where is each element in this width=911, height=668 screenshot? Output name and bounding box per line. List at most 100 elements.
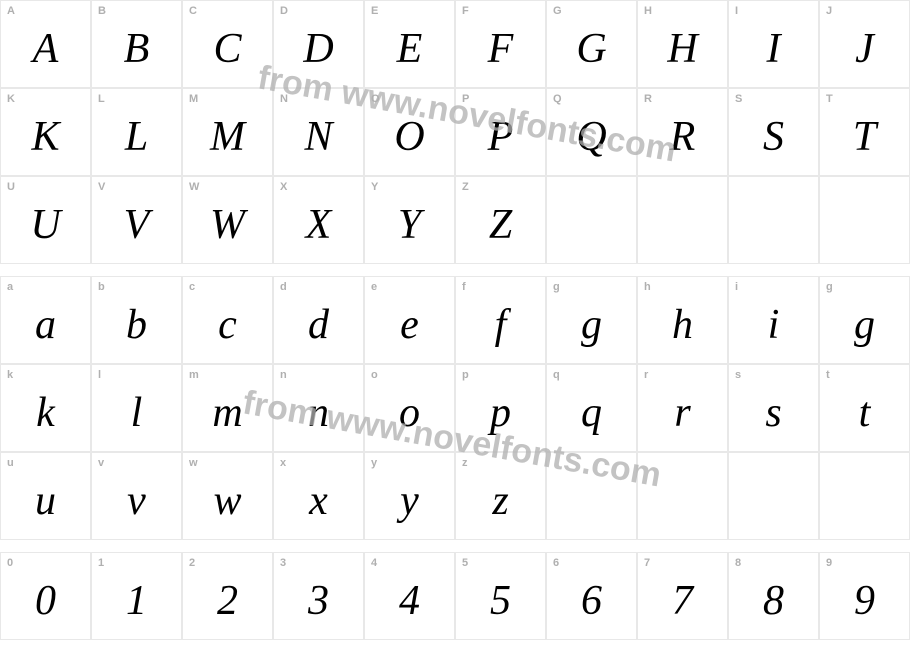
cell-glyph: q <box>581 389 602 437</box>
glyph-cell: rr <box>637 364 728 452</box>
glyph-cell: FF <box>455 0 546 88</box>
glyph-cell: oo <box>364 364 455 452</box>
cell-label: e <box>371 281 377 293</box>
glyph-cell <box>546 176 637 264</box>
grid-section-uppercase: AABBCCDDEEFFGGHHIIJJKKLLMMNNOOPPQQRRSSTT… <box>0 0 911 264</box>
glyph-cell: YY <box>364 176 455 264</box>
cell-label: 8 <box>735 557 741 569</box>
cell-label: f <box>462 281 466 293</box>
glyph-cell: vv <box>91 452 182 540</box>
cell-glyph: B <box>124 25 150 73</box>
cell-label: K <box>7 93 15 105</box>
cell-label: S <box>735 93 742 105</box>
glyph-cell: mm <box>182 364 273 452</box>
cell-label: o <box>371 369 378 381</box>
glyph-cell <box>546 452 637 540</box>
cell-label: 7 <box>644 557 650 569</box>
glyph-cell: OO <box>364 88 455 176</box>
cell-glyph: X <box>306 201 332 249</box>
cell-glyph: 3 <box>308 577 329 625</box>
cell-glyph: M <box>210 113 245 161</box>
cell-label: d <box>280 281 287 293</box>
glyph-cell: LL <box>91 88 182 176</box>
cell-glyph: f <box>495 301 507 349</box>
glyph-cell: zz <box>455 452 546 540</box>
cell-label: D <box>280 5 288 17</box>
cell-glyph: 8 <box>763 577 784 625</box>
glyph-cell: dd <box>273 276 364 364</box>
cell-glyph: 6 <box>581 577 602 625</box>
glyph-cell: 99 <box>819 552 910 640</box>
glyph-cell: MM <box>182 88 273 176</box>
glyph-cell: 55 <box>455 552 546 640</box>
section-gap <box>0 540 911 552</box>
cell-glyph: a <box>35 301 56 349</box>
cell-glyph: D <box>303 25 333 73</box>
cell-glyph: T <box>853 113 876 161</box>
cell-glyph: 1 <box>126 577 147 625</box>
cell-label: H <box>644 5 652 17</box>
cell-glyph: n <box>308 389 329 437</box>
cell-label: l <box>98 369 101 381</box>
cell-glyph: C <box>213 25 241 73</box>
cell-label: m <box>189 369 199 381</box>
cell-label: Q <box>553 93 562 105</box>
cell-glyph: y <box>400 477 419 525</box>
cell-label: z <box>462 457 468 469</box>
cell-label: R <box>644 93 652 105</box>
cell-label: y <box>371 457 377 469</box>
cell-label: V <box>98 181 105 193</box>
glyph-cell: QQ <box>546 88 637 176</box>
cell-label: J <box>826 5 832 17</box>
glyph-cell: bb <box>91 276 182 364</box>
glyph-cell: qq <box>546 364 637 452</box>
glyph-cell: nn <box>273 364 364 452</box>
cell-label: g <box>553 281 560 293</box>
cell-glyph: I <box>767 25 781 73</box>
cell-label: i <box>735 281 738 293</box>
cell-glyph: u <box>35 477 56 525</box>
cell-label: n <box>280 369 287 381</box>
glyph-cell: 66 <box>546 552 637 640</box>
cell-glyph: V <box>124 201 150 249</box>
glyph-cell <box>728 176 819 264</box>
cell-glyph: z <box>492 477 508 525</box>
cell-label: 4 <box>371 557 377 569</box>
cell-label: E <box>371 5 378 17</box>
glyph-cell <box>637 452 728 540</box>
glyph-grid: AABBCCDDEEFFGGHHIIJJKKLLMMNNOOPPQQRRSSTT… <box>0 0 911 640</box>
cell-label: G <box>553 5 562 17</box>
cell-label: L <box>98 93 105 105</box>
glyph-cell: NN <box>273 88 364 176</box>
cell-glyph: s <box>765 389 781 437</box>
cell-label: g <box>826 281 833 293</box>
cell-glyph: c <box>218 301 237 349</box>
cell-glyph: S <box>763 113 784 161</box>
cell-glyph: o <box>399 389 420 437</box>
glyph-cell: DD <box>273 0 364 88</box>
glyph-cell: gg <box>819 276 910 364</box>
cell-label: Y <box>371 181 378 193</box>
glyph-cell: 44 <box>364 552 455 640</box>
cell-label: A <box>7 5 15 17</box>
glyph-cell: GG <box>546 0 637 88</box>
glyph-cell: 77 <box>637 552 728 640</box>
cell-label: B <box>98 5 106 17</box>
cell-glyph: v <box>127 477 146 525</box>
glyph-cell: ii <box>728 276 819 364</box>
glyph-cell <box>637 176 728 264</box>
cell-label: F <box>462 5 469 17</box>
cell-glyph: w <box>213 477 241 525</box>
glyph-cell: EE <box>364 0 455 88</box>
cell-label: X <box>280 181 287 193</box>
glyph-cell: II <box>728 0 819 88</box>
glyph-cell: cc <box>182 276 273 364</box>
glyph-cell: XX <box>273 176 364 264</box>
cell-glyph: N <box>304 113 332 161</box>
glyph-cell: uu <box>0 452 91 540</box>
glyph-cell: 88 <box>728 552 819 640</box>
cell-label: U <box>7 181 15 193</box>
cell-glyph: x <box>309 477 328 525</box>
glyph-cell: RR <box>637 88 728 176</box>
cell-label: 5 <box>462 557 468 569</box>
